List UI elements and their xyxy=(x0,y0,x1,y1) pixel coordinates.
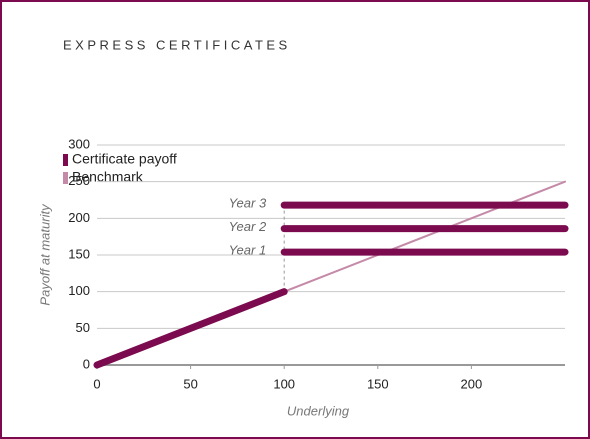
legend-swatch xyxy=(63,172,68,184)
legend-swatch xyxy=(63,154,68,166)
series-line xyxy=(93,288,288,369)
x-axis-title: Underlying xyxy=(287,403,350,418)
x-tick-label: 200 xyxy=(461,376,483,391)
y-axis-title: Payoff at maturity xyxy=(37,203,52,306)
x-tick-label: 150 xyxy=(367,376,389,391)
y-tick-label: 200 xyxy=(68,210,90,225)
y-tick-label: 250 xyxy=(68,173,90,188)
x-tick-label: 100 xyxy=(273,376,295,391)
y-tick-label: 100 xyxy=(68,283,90,298)
chart-title: EXPRESS CERTIFICATES xyxy=(63,37,291,52)
legend-label: Certificate payoff xyxy=(72,151,177,167)
legend-label: Benchmark xyxy=(72,169,144,185)
x-tick-label: 50 xyxy=(183,376,197,391)
year-label: Year 3 xyxy=(229,196,267,211)
year-label: Year 2 xyxy=(229,219,267,234)
y-tick-label: 50 xyxy=(76,320,90,335)
y-tick-label: 150 xyxy=(68,246,90,261)
year-label: Year 1 xyxy=(229,243,267,258)
y-tick-label: 0 xyxy=(83,356,90,371)
x-tick-label: 0 xyxy=(93,376,100,391)
y-tick-label: 300 xyxy=(68,136,90,151)
